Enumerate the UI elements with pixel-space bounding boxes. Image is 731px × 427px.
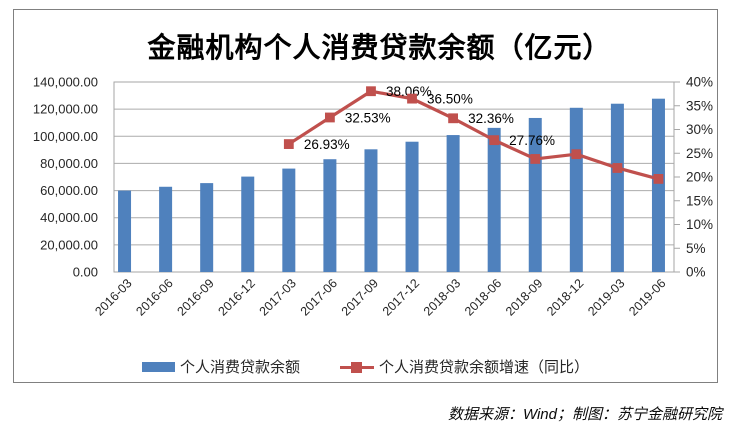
y-axis-right-tick-label: 20%: [686, 170, 713, 185]
legend-item-balance: 个人消费贷款余额: [141, 356, 300, 377]
y-axis-right-tick-label: 40%: [686, 75, 713, 90]
chart-title: 金融机构个人消费贷款余额（亿元）: [147, 31, 612, 64]
line-marker-2018-12: [571, 149, 582, 160]
y-axis-right-tick-label: 5%: [686, 241, 706, 256]
y-axis-right-tick-label: 35%: [686, 98, 713, 113]
x-axis-tick-label: 2017-03: [257, 276, 299, 318]
bar-2017-03: [282, 168, 296, 272]
data-label-2017-06: 32.53%: [345, 110, 391, 125]
data-label-2017-03: 26.93%: [304, 137, 350, 152]
y-axis-right-tick-label: 10%: [686, 217, 713, 232]
chart-legend: 个人消费贷款余额 个人消费贷款余额增速（同比）: [0, 356, 731, 377]
line-marker-2019-03: [612, 163, 623, 173]
data-label-2018-03: 32.36%: [468, 111, 514, 126]
legend-label-balance: 个人消费贷款余额: [179, 359, 300, 376]
line-marker-2018-03: [448, 113, 459, 124]
x-axis-tick-label: 2018-03: [421, 276, 463, 318]
line-marker-2018-09: [530, 154, 541, 164]
bar-2017-06: [323, 159, 337, 272]
plot-area-border: [113, 81, 675, 273]
bar-2019-06: [651, 98, 665, 272]
bar-2017-09: [364, 149, 378, 272]
y-axis-right-tick-label: 25%: [686, 146, 713, 161]
line-marker-2017-09: [366, 86, 376, 97]
bar-2016-09: [200, 183, 214, 272]
y-axis-right-tick-label: 30%: [686, 122, 713, 137]
data-label-2018-06: 27.76%: [509, 133, 555, 148]
x-axis-tick-label: 2016-06: [133, 276, 175, 318]
legend-label-growth: 个人消费贷款余额增速（同比）: [379, 359, 590, 376]
y-axis-left-tick-label: 120,000.00: [33, 102, 98, 117]
line-marker-2017-12: [407, 93, 417, 104]
x-axis-tick-label: 2017-12: [380, 276, 422, 318]
line-marker-2017-06: [324, 112, 335, 123]
x-axis-tick-label: 2017-06: [298, 276, 340, 318]
x-axis-tick-label: 2018-12: [544, 276, 586, 318]
x-axis-tick-label: 2016-03: [92, 276, 134, 318]
y-axis-left-tick-label: 40,000.00: [40, 210, 98, 225]
bar-2016-03: [118, 190, 132, 272]
bar-2017-12: [405, 141, 419, 272]
x-axis-tick-label: 2016-12: [216, 276, 258, 318]
bar-2018-03: [446, 135, 460, 272]
y-axis-left-tick-label: 60,000.00: [40, 183, 98, 198]
x-axis-tick-label: 2018-09: [503, 276, 545, 318]
y-axis-right-tick-label: 15%: [686, 193, 713, 208]
bar-2019-03: [610, 103, 624, 272]
growth-line: [287, 89, 659, 181]
bar-2016-12: [241, 176, 255, 272]
y-axis-left-tick-label: 80,000.00: [40, 156, 98, 171]
bar-2016-06: [159, 186, 173, 272]
x-axis-tick-label: 2016-09: [174, 276, 216, 318]
data-label-2017-09: 38.06%: [386, 84, 432, 99]
x-axis-tick-label: 2019-06: [626, 276, 668, 318]
bar-2018-06: [487, 127, 501, 272]
line-marker-2017-03: [283, 139, 294, 149]
y-axis-left-tick-label: 140,000.00: [33, 75, 98, 90]
line-series-swatch: [340, 361, 374, 373]
line-marker-2019-06: [653, 174, 664, 184]
source-note: 数据来源：Wind；制图：苏宁金融研究院: [447, 406, 722, 423]
bar-2018-12: [569, 107, 583, 273]
line-swatch-marker: [351, 361, 362, 373]
y-axis-right-tick-label: 0%: [686, 265, 706, 280]
legend-item-growth: 个人消费贷款余额增速（同比）: [340, 356, 589, 377]
line-marker-2018-06: [489, 135, 500, 146]
data-label-2017-12: 36.50%: [427, 91, 473, 106]
x-axis-tick-label: 2017-09: [339, 276, 381, 318]
bar-series-swatch: [141, 361, 175, 372]
y-axis-left-tick-label: 0.00: [73, 265, 98, 280]
x-axis-tick-label: 2018-06: [462, 276, 504, 318]
y-axis-left-tick-label: 20,000.00: [40, 237, 98, 252]
x-axis-tick-label: 2019-03: [585, 276, 627, 318]
y-axis-left-tick-label: 100,000.00: [33, 129, 98, 144]
